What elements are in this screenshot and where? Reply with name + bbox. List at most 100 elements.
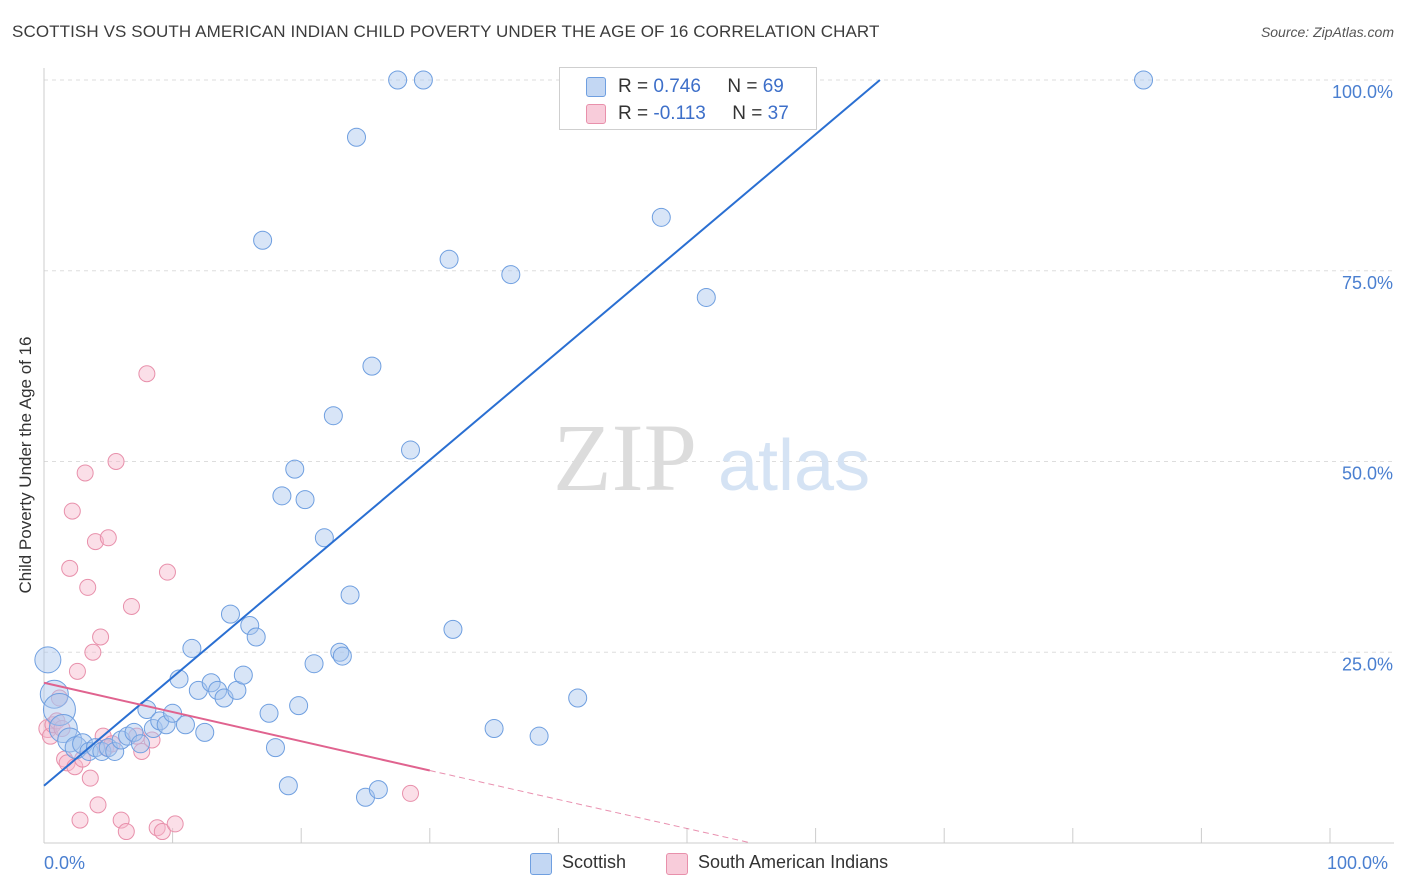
scottish-point-29 (220, 604, 240, 624)
sa-indian-point-34 (153, 823, 171, 841)
scottish-point-14 (124, 722, 144, 742)
scottish-point-55 (439, 249, 459, 269)
scottish-point-52 (388, 70, 408, 90)
sa-indian-point-35 (158, 563, 176, 581)
scottish-point-4 (57, 727, 83, 753)
scottish-point-60 (568, 688, 588, 708)
scottish-point-23 (182, 638, 202, 658)
legend-r-label: R = (618, 103, 649, 124)
scottish-point-34 (253, 230, 273, 250)
sa-indian-point-25 (107, 453, 125, 470)
scottish-point-22 (175, 715, 195, 735)
scottish-point-57 (484, 719, 504, 739)
scottish-point-15 (130, 734, 150, 754)
trend-lines (43, 79, 881, 844)
sa-indian-point-8 (61, 559, 79, 577)
legend-n-label: N = (727, 76, 758, 97)
scottish-point-48 (346, 127, 366, 147)
gridlines (44, 79, 1394, 653)
scottish-point-58 (501, 265, 521, 285)
watermark-zip: ZIP (553, 404, 697, 511)
scottish-point-44 (323, 406, 343, 426)
sa-indian-point-17 (84, 643, 102, 661)
y-tick-label-50: 50.0% (1342, 464, 1393, 484)
sa-indian-point-12 (71, 811, 89, 829)
legend-n-label: N = (732, 103, 763, 124)
scottish-point-63 (651, 207, 671, 227)
sa-indian-point-11 (68, 662, 86, 680)
y-axis-label: Child Poverty Under the Age of 16 (16, 336, 35, 594)
series-legend-label-sa-indians: South American Indians (698, 852, 889, 872)
watermark: ZIP atlas (553, 404, 870, 511)
x-tick-label-max: 100.0% (1327, 853, 1389, 873)
series-legend-swatch-sa-indians (666, 853, 688, 875)
scottish-point-54 (413, 70, 433, 90)
sa-indian-point-36 (166, 815, 184, 833)
legend-r-label: R = (618, 76, 649, 97)
y-tick-label-100: 100.0% (1332, 82, 1393, 102)
scottish-point-40 (289, 696, 309, 716)
watermark-atlas: atlas (718, 426, 870, 506)
scottish-point-50 (362, 356, 382, 376)
scottish-point-42 (304, 654, 324, 674)
legend-r-scottish: 0.746 (653, 76, 701, 97)
legend-swatch-sa-indians (586, 104, 606, 124)
scottish-point-37 (272, 486, 292, 506)
scottish-point-17 (143, 719, 163, 739)
sa-indian-trend-line (43, 681, 431, 772)
scottish-point-39 (285, 459, 305, 479)
sa-indian-point-37 (402, 784, 420, 802)
sa-indian-point-14 (76, 464, 94, 482)
scottish-point-38 (278, 776, 298, 796)
scottish-point-46 (332, 646, 352, 666)
scottish-point-0 (34, 646, 62, 674)
sa-indian-point-20 (92, 628, 110, 646)
sa-indian-point-9 (63, 502, 81, 520)
scottish-point-51 (368, 780, 388, 800)
scottish-point-26 (201, 673, 221, 693)
scottish-point-47 (340, 585, 360, 605)
x-tick-label-min: 0.0% (44, 853, 86, 873)
legend-swatch-scottish (586, 77, 606, 97)
legend-n-scottish: 69 (762, 76, 784, 97)
scottish-point-43 (314, 528, 334, 548)
scottish-point-19 (156, 715, 176, 735)
scottish-point-64 (696, 287, 716, 307)
scottish-point-3 (48, 714, 78, 744)
scottish-point-2 (42, 692, 76, 726)
series-legend-swatch-scottish (530, 853, 552, 875)
scottish-point-33 (246, 627, 266, 647)
sa-indian-point-27 (117, 823, 135, 841)
sa-indian-point-19 (89, 796, 107, 814)
sa-indian-point-31 (138, 365, 156, 383)
scottish-point-56 (443, 619, 463, 639)
chart-title: SCOTTISH VS SOUTH AMERICAN INDIAN CHILD … (12, 22, 880, 41)
scottish-point-68 (1134, 70, 1154, 90)
scottish-point-41 (295, 490, 315, 510)
sa-indian-trend-extension (429, 770, 752, 844)
scottish-point-59 (529, 726, 549, 746)
scottish-point-35 (259, 703, 279, 723)
y-tick-labels: 25.0% 50.0% 75.0% 100.0% (1332, 82, 1393, 674)
sa-indian-point-15 (79, 578, 97, 596)
legend-n-sa-indians: 37 (767, 103, 789, 124)
sa-indian-point-23 (99, 529, 117, 547)
scottish-point-31 (233, 665, 253, 685)
scottish-point-32 (240, 616, 260, 636)
sa-indian-point-16 (81, 769, 99, 787)
legend-text-scottish: R = 0.746 N = 69 (618, 76, 784, 98)
scottish-point-36 (265, 738, 285, 758)
sa-indian-points (38, 365, 420, 841)
y-axis-label-wrap: Child Poverty Under the Age of 16 (16, 336, 40, 593)
series-legend-label-scottish: Scottish (562, 852, 627, 872)
sa-indian-point-18 (86, 533, 104, 551)
scottish-point-53 (401, 440, 421, 460)
scottish-point-25 (195, 722, 215, 742)
sa-indian-point-28 (122, 597, 140, 615)
y-tick-label-75: 75.0% (1342, 273, 1393, 293)
legend-r-sa-indians: -0.113 (653, 103, 706, 124)
scottish-point-27 (208, 680, 228, 700)
legend-text-sa-indians: R = -0.113 N = 37 (618, 103, 789, 125)
y-tick-label-25: 25.0% (1342, 654, 1393, 674)
